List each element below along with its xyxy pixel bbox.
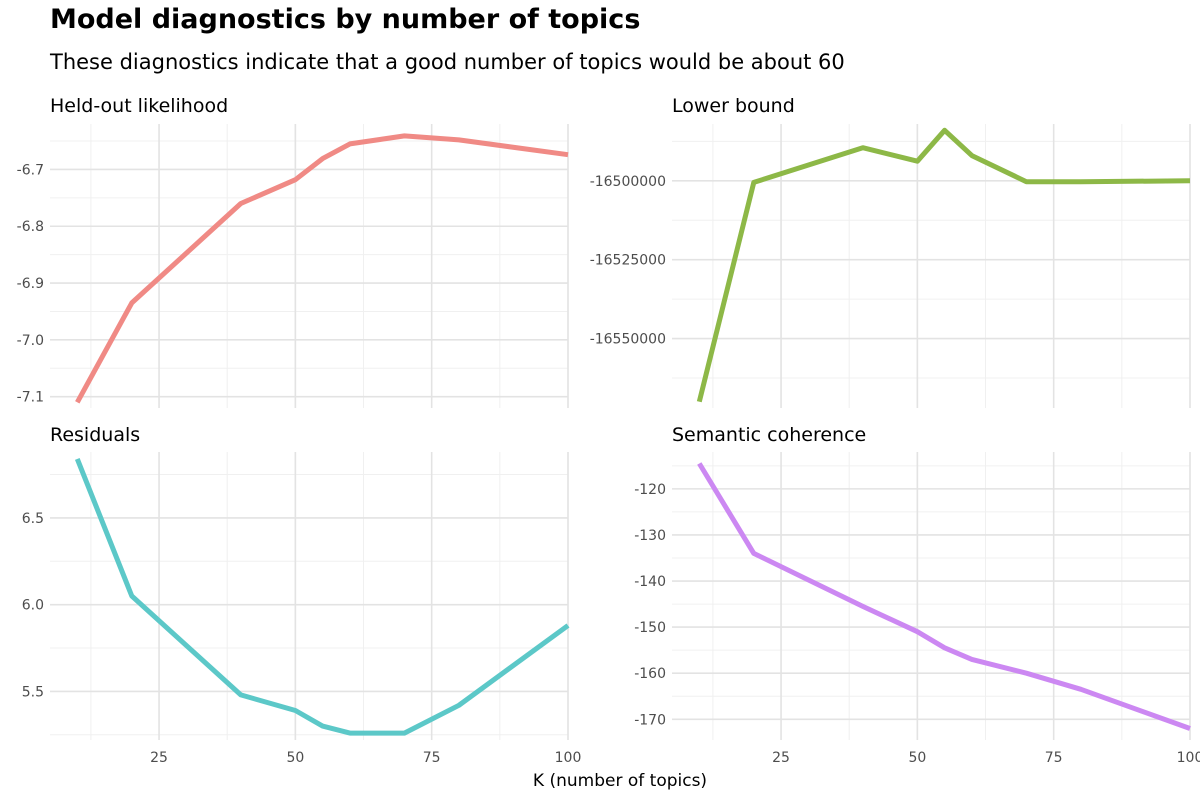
panel-title: Residuals [50, 424, 140, 446]
y-tick-label: -130 [634, 528, 666, 544]
series-line-held-out-likelihood [75, 133, 569, 404]
x-axis-label: K (number of topics) [533, 771, 707, 791]
y-tick-label: -6.9 [17, 276, 44, 292]
y-tick-label: 6.5 [22, 511, 44, 527]
y-tick-label: -16550000 [590, 332, 666, 348]
x-tick-label: 100 [1177, 750, 1200, 766]
panel-title: Lower bound [672, 95, 795, 117]
panel-lower-bound: Lower bound -16550000 -16525000 -16500000 [590, 95, 1191, 408]
x-tick-label: 75 [1045, 750, 1063, 766]
panel-held-out-likelihood: Held-out likelihood -7.1 -7.0 -6.9 -6.8 -6.7 [17, 95, 569, 408]
chart-subtitle: These diagnostics indicate that a good n… [50, 50, 845, 74]
y-tick-label: -16525000 [590, 253, 666, 269]
panel-residuals: Residuals 5.5 6.0 6.5 25 50 75 100 [22, 424, 582, 766]
x-tick-label: 25 [772, 750, 790, 766]
x-tick-label: 100 [555, 750, 582, 766]
y-tick-label: -170 [634, 712, 666, 728]
panel-semantic-coherence: Semantic coherence -170 -160 -150 -140 -130 -1… [634, 424, 1200, 766]
series-line-residuals [74, 457, 570, 736]
x-tick-label: 75 [423, 750, 441, 766]
y-tick-label: -7.0 [17, 333, 44, 349]
panel-title: Semantic coherence [672, 424, 866, 446]
x-tick-label: 50 [286, 750, 304, 766]
series-line-lower-bound [696, 127, 1191, 403]
y-tick-label: 5.5 [22, 684, 44, 700]
y-tick-label: -150 [634, 620, 666, 636]
series-line-semantic-coherence [697, 462, 1191, 731]
y-tick-label: -7.1 [17, 390, 44, 406]
panel-title: Held-out likelihood [50, 95, 228, 117]
y-tick-label: -16500000 [590, 174, 666, 190]
chart-title: Model diagnostics by number of topics [50, 4, 641, 35]
y-tick-label: -120 [634, 482, 666, 498]
y-tick-label: -160 [634, 666, 666, 682]
y-tick-label: -6.8 [17, 219, 44, 235]
x-tick-label: 50 [908, 750, 926, 766]
y-tick-label: 6.0 [22, 598, 44, 614]
y-tick-label: -6.7 [17, 162, 44, 178]
x-tick-label: 25 [150, 750, 168, 766]
y-tick-label: -140 [634, 574, 666, 590]
